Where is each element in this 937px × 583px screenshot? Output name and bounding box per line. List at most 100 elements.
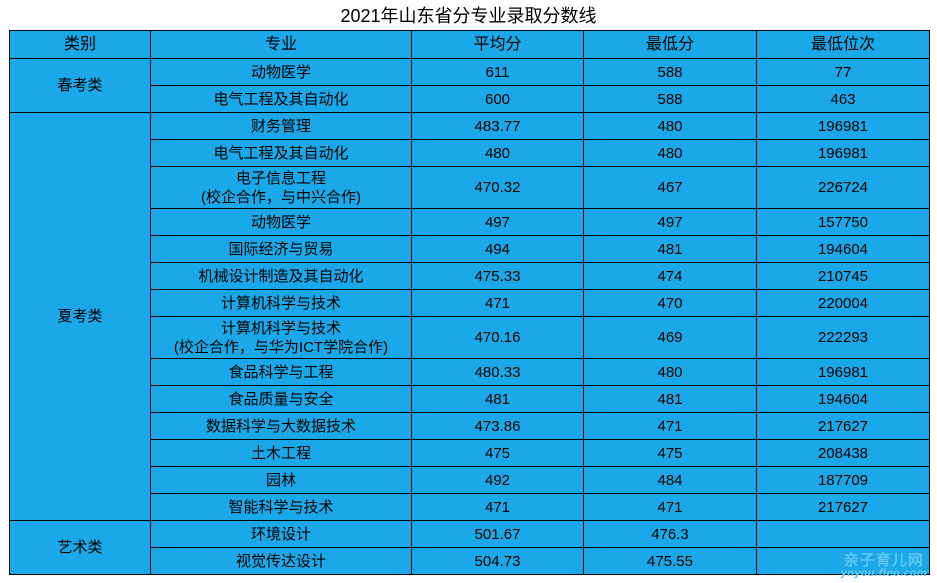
minimum-rank-cell: 222293 [756,316,930,359]
minimum-rank-cell: 194604 [756,235,930,263]
major-name-line: 电气工程及其自动化 [213,90,349,108]
table-row: 电子信息工程 (校企合作，与中兴合作) 470.32 467 226724 [10,166,930,209]
major-name-line: 财务管理 [250,117,311,135]
major-name-line: (校企合作，与华为ICT学院合作) [173,338,389,356]
major-name-line: 电子信息工程 [235,169,326,187]
average-score-cell: 481 [411,385,584,413]
minimum-rank-cell: 196981 [756,139,930,167]
major-cell: 财务管理 [150,112,412,140]
minimum-score-cell: 469 [583,316,757,359]
minimum-rank-cell: 77 [756,58,930,86]
table-row: 园林 492 484 187709 [10,466,930,494]
average-score-cell: 475.33 [411,262,584,290]
table-row: 土木工程 475 475 208438 [10,439,930,467]
category-cell: 夏考类 [9,112,151,521]
average-score-cell: 611 [411,58,584,86]
average-score-cell: 600 [411,85,584,113]
major-name-line: 智能科学与技术 [228,498,334,516]
average-score-cell: 480 [411,139,584,167]
minimum-score-cell: 484 [583,466,757,494]
minimum-rank-cell: 196981 [756,112,930,140]
average-score-cell: 470.16 [411,316,584,359]
site-watermark: 亲子育儿网 ynyou.fleo.com [841,553,927,579]
major-cell: 数据科学与大数据技术 [150,412,412,440]
table-row: 夏考类 财务管理 483.77 480 196981 [9,112,930,521]
minimum-rank-cell: 208438 [756,439,930,467]
major-cell: 动物医学 [150,58,412,86]
minimum-rank-cell: 217627 [756,412,930,440]
major-cell: 智能科学与技术 [150,493,412,521]
table-row: 食品质量与安全 481 481 194604 [10,385,930,413]
minimum-rank-cell: 226724 [756,166,930,209]
column-header-minimum-rank: 最低位次 [756,30,930,59]
major-name-line: 食品质量与安全 [228,390,334,408]
minimum-rank-cell: 463 [756,85,930,113]
minimum-rank-cell: 220004 [756,289,930,317]
minimum-score-cell: 481 [583,235,757,263]
table-row: 电气工程及其自动化 480 480 196981 [10,139,930,167]
major-name-line: 园林 [265,471,296,489]
average-score-cell: 471 [411,493,584,521]
minimum-rank-cell: 210745 [756,262,930,290]
average-score-cell: 497 [411,208,584,236]
minimum-rank-cell: 217627 [756,493,930,521]
minimum-score-cell: 481 [583,385,757,413]
major-name-line: 食品科学与工程 [228,363,334,381]
minimum-score-cell: 588 [583,85,757,113]
table-row: 春考类 动物医学 611 588 77 [9,58,930,113]
average-score-cell: 504.73 [411,547,584,575]
column-header-minimum-score: 最低分 [583,30,757,59]
major-cell: 电气工程及其自动化 [150,139,412,167]
table-row: 机械设计制造及其自动化 475.33 474 210745 [10,262,930,290]
major-name-line: 国际经济与贸易 [228,240,334,258]
major-cell: 电子信息工程 (校企合作，与中兴合作) [150,166,412,209]
table-row: 电气工程及其自动化 600 588 463 [10,85,930,113]
average-score-cell: 473.86 [411,412,584,440]
major-cell: 电气工程及其自动化 [150,85,412,113]
major-cell: 机械设计制造及其自动化 [150,262,412,290]
average-score-cell: 471 [411,289,584,317]
minimum-score-cell: 475 [583,439,757,467]
minimum-rank-cell: 194604 [756,385,930,413]
minimum-score-cell: 471 [583,412,757,440]
major-name-line: 计算机科学与技术 [220,294,341,312]
table-row: 视觉传达设计 504.73 475.55 [10,547,930,575]
major-name-line: 视觉传达设计 [235,552,326,570]
average-score-cell: 480.33 [411,358,584,386]
average-score-cell: 470.32 [411,166,584,209]
table-title: 2021年山东省分专业录取分数线 [340,6,597,26]
table-row: 计算机科学与技术 471 470 220004 [10,289,930,317]
minimum-rank-cell [756,520,930,548]
major-name-line: 计算机科学与技术 [220,319,341,337]
score-table: 类别 专业 平均分 最低分 最低位次 春考类 动物医学 611 588 77 电气工程及其… [9,30,930,575]
table-row: 国际经济与贸易 494 481 194604 [10,235,930,263]
column-header-major: 专业 [150,30,412,59]
minimum-score-cell: 475.55 [583,547,757,575]
major-cell: 视觉传达设计 [150,547,412,575]
minimum-rank-cell: 187709 [756,466,930,494]
column-header-average-score: 平均分 [411,30,584,59]
major-name-line: 动物医学 [250,63,311,81]
minimum-rank-cell: 157750 [756,208,930,236]
major-name-line: 环境设计 [250,525,311,543]
column-header-category: 类别 [9,30,151,59]
major-cell: 环境设计 [150,520,412,548]
major-name-line: 机械设计制造及其自动化 [198,267,364,285]
major-cell: 计算机科学与技术 (校企合作，与华为ICT学院合作) [150,316,412,359]
category-cell: 春考类 [9,58,151,113]
category-cell: 艺术类 [9,520,151,575]
minimum-score-cell: 474 [583,262,757,290]
minimum-score-cell: 480 [583,139,757,167]
minimum-score-cell: 588 [583,58,757,86]
table-body: 类别 专业 平均分 最低分 最低位次 春考类 动物医学 611 588 77 电气工程及其… [9,30,930,575]
major-name-line: 土木工程 [250,444,311,462]
major-cell: 食品质量与安全 [150,385,412,413]
table-row: 食品科学与工程 480.33 480 196981 [10,358,930,386]
major-cell: 土木工程 [150,439,412,467]
average-score-cell: 501.67 [411,520,584,548]
minimum-rank-cell [756,547,930,575]
watermark-name: 亲子育儿网 [843,551,924,569]
major-name-line: 数据科学与大数据技术 [205,417,356,435]
minimum-score-cell: 476.3 [583,520,757,548]
average-score-cell: 492 [411,466,584,494]
